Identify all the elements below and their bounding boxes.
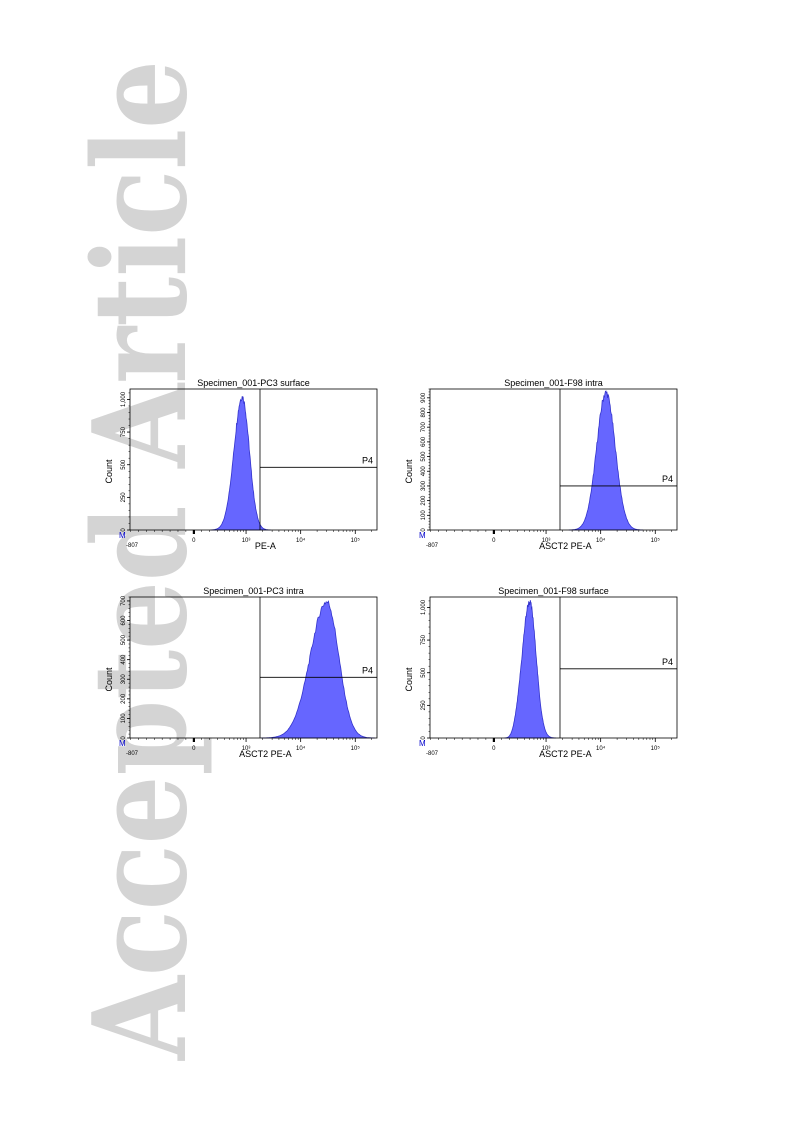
x-tick-label: -807 bbox=[426, 751, 439, 757]
x-axis-label: ASCT2 PE-A bbox=[239, 749, 292, 759]
y-axis-label: Count bbox=[104, 459, 114, 484]
y-tick-label: 600 bbox=[421, 436, 427, 447]
x-tick-label: 10³ bbox=[242, 746, 251, 752]
y-tick-label: 1,000 bbox=[121, 391, 127, 407]
y-tick-label: 200 bbox=[421, 495, 427, 506]
y-axis-label: Count bbox=[104, 667, 114, 692]
x-tick-label: 0 bbox=[492, 746, 496, 752]
x-tick-label: -807 bbox=[126, 751, 139, 757]
x-tick-label: 10⁵ bbox=[651, 745, 661, 752]
histogram-panel-pc3-intra: Specimen_001-PC3 intra P4 0 100 200 300 400 500… bbox=[104, 586, 378, 759]
x-zero-tick bbox=[192, 530, 195, 534]
gate-label: P4 bbox=[362, 665, 373, 675]
y-tick-label: 0 bbox=[421, 736, 427, 740]
y-tick-label: 500 bbox=[121, 459, 127, 470]
y-tick-label: 500 bbox=[121, 634, 127, 645]
plot-frame bbox=[429, 596, 678, 739]
x-tick-label: 0 bbox=[492, 538, 496, 544]
x-zero-tick bbox=[492, 738, 495, 742]
y-tick-label: 300 bbox=[421, 480, 427, 491]
y-tick-label: 1,000 bbox=[421, 599, 427, 615]
x-tick-label: 10⁴ bbox=[296, 745, 306, 752]
y-tick-label: 0 bbox=[421, 528, 427, 532]
x-tick-label: 10⁴ bbox=[296, 537, 306, 544]
y-tick-label: 600 bbox=[121, 615, 127, 626]
x-tick-label: 10⁵ bbox=[651, 537, 661, 544]
x-tick-label: 10⁵ bbox=[351, 745, 361, 752]
corner-marker: M bbox=[119, 531, 126, 540]
x-zero-tick bbox=[192, 738, 195, 742]
y-tick-label: 300 bbox=[121, 674, 127, 685]
x-tick-label: -807 bbox=[426, 543, 439, 549]
x-zero-tick bbox=[492, 530, 495, 534]
x-axis-label: ASCT2 PE-A bbox=[539, 541, 592, 551]
corner-marker: M bbox=[419, 739, 426, 748]
histogram-fill bbox=[261, 600, 375, 739]
x-tick-label: 0 bbox=[192, 746, 196, 752]
y-tick-label: 500 bbox=[421, 667, 427, 678]
gate-label: P4 bbox=[662, 474, 673, 484]
x-tick-label: 10⁵ bbox=[351, 537, 361, 544]
x-tick-label: 0 bbox=[192, 538, 196, 544]
x-tick-label: 10³ bbox=[542, 538, 551, 544]
x-tick-label: 10³ bbox=[542, 746, 551, 752]
corner-marker: M bbox=[419, 531, 426, 540]
y-tick-label: 250 bbox=[421, 700, 427, 711]
histogram-fill bbox=[504, 600, 556, 739]
gate-label: P4 bbox=[362, 455, 373, 465]
x-axis-label: PE-A bbox=[255, 541, 276, 551]
histogram-panel-f98-intra: Specimen_001-F98 intra P4 0 100 200 300 400 500… bbox=[404, 378, 678, 551]
x-tick-label: 10³ bbox=[242, 538, 251, 544]
y-tick-label: 0 bbox=[121, 528, 127, 532]
plot-frame bbox=[129, 388, 378, 531]
y-tick-label: 400 bbox=[121, 654, 127, 665]
histogram-fill bbox=[210, 396, 271, 531]
plot-title: Specimen_001-PC3 intra bbox=[203, 586, 304, 596]
plot-frame bbox=[429, 388, 678, 531]
y-tick-label: 750 bbox=[421, 634, 427, 645]
plot-title: Specimen_001-F98 intra bbox=[504, 378, 603, 388]
y-axis-label: Count bbox=[404, 667, 414, 692]
y-tick-label: 800 bbox=[421, 407, 427, 418]
y-tick-label: 750 bbox=[121, 426, 127, 437]
gate-label: P4 bbox=[662, 657, 673, 667]
corner-marker: M bbox=[119, 739, 126, 748]
watermark: Accepted Article bbox=[66, 60, 216, 1061]
y-tick-label: 0 bbox=[121, 736, 127, 740]
histogram-panel-pc3-surface: Specimen_001-PC3 surface P4 0 250 500 750 1,00… bbox=[104, 378, 378, 551]
histogram-fill bbox=[568, 390, 644, 531]
y-axis-label: Count bbox=[404, 459, 414, 484]
y-tick-label: 700 bbox=[121, 595, 127, 606]
x-tick-label: -807 bbox=[126, 543, 139, 549]
x-tick-label: 10⁴ bbox=[596, 537, 606, 544]
x-tick-label: 10⁴ bbox=[596, 745, 606, 752]
y-tick-label: 200 bbox=[121, 693, 127, 704]
plot-title: Specimen_001-F98 surface bbox=[498, 586, 609, 596]
y-tick-label: 400 bbox=[421, 466, 427, 477]
y-tick-label: 700 bbox=[421, 422, 427, 433]
y-tick-label: 900 bbox=[421, 392, 427, 403]
y-tick-label: 250 bbox=[121, 492, 127, 503]
y-tick-label: 100 bbox=[421, 510, 427, 521]
plot-title: Specimen_001-PC3 surface bbox=[197, 378, 310, 388]
watermark-text: Accepted Article bbox=[66, 60, 216, 1061]
y-tick-label: 500 bbox=[421, 451, 427, 462]
histogram-panel-f98-surface: Specimen_001-F98 surface P4 0 250 500 750 1,00… bbox=[404, 586, 678, 759]
y-tick-label: 100 bbox=[121, 713, 127, 724]
x-axis-label: ASCT2 PE-A bbox=[539, 749, 592, 759]
